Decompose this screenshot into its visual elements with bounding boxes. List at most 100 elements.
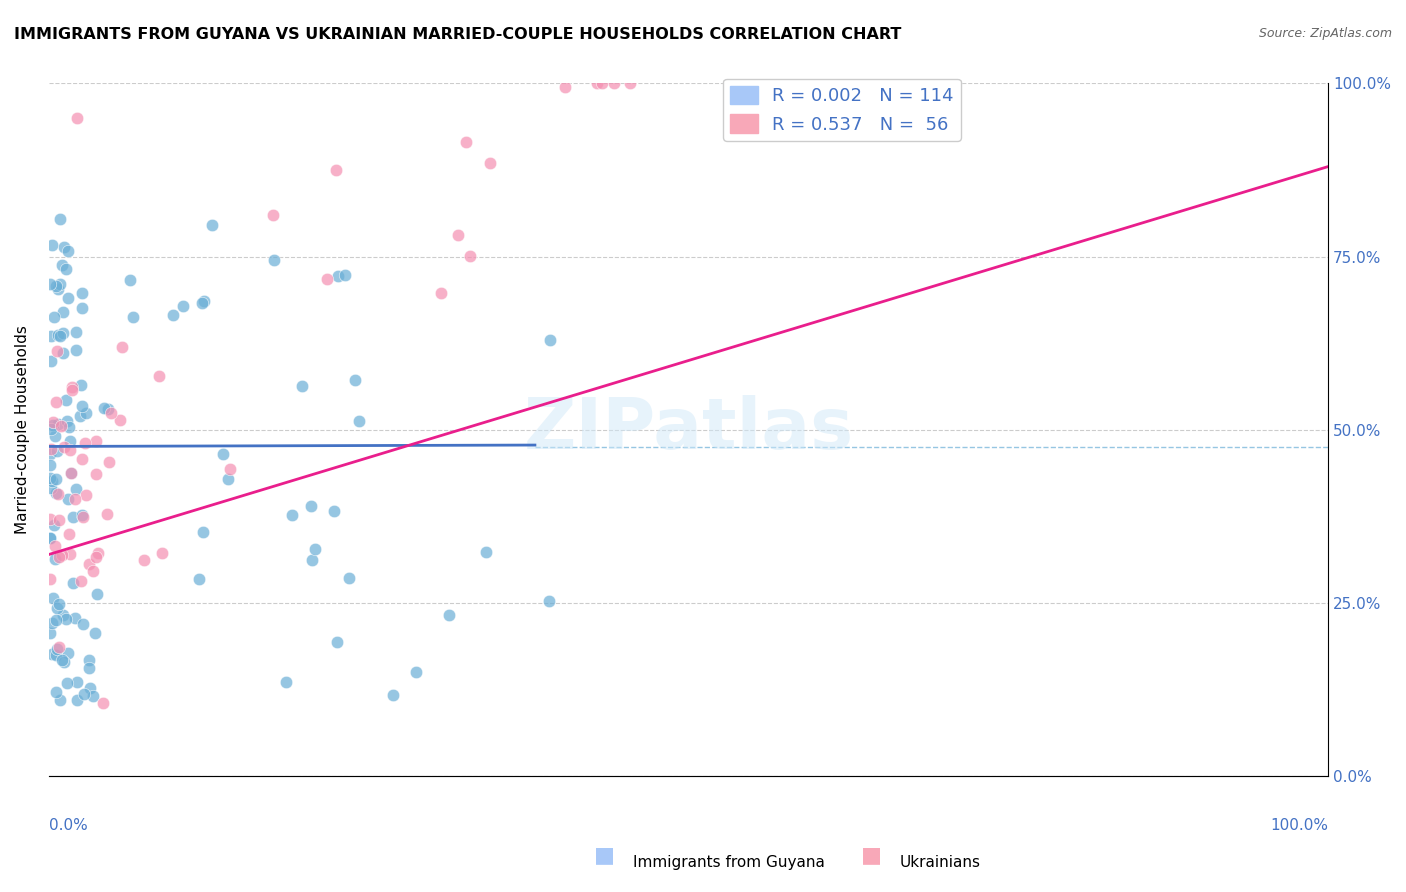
Text: 100.0%: 100.0% bbox=[1270, 818, 1329, 833]
Immigrants from Guyana bbox=[79, 653, 101, 667]
Immigrants from Guyana bbox=[72, 399, 94, 413]
Immigrants from Guyana bbox=[79, 681, 101, 696]
Ukrainians bbox=[603, 77, 626, 91]
Immigrants from Guyana bbox=[52, 346, 75, 360]
Immigrants from Guyana bbox=[45, 613, 67, 627]
Immigrants from Guyana bbox=[55, 262, 77, 277]
Ukrainians bbox=[478, 156, 501, 170]
Immigrants from Guyana bbox=[281, 508, 304, 523]
Immigrants from Guyana bbox=[58, 419, 80, 434]
Immigrants from Guyana bbox=[66, 674, 89, 689]
Ukrainians bbox=[82, 564, 104, 578]
Ukrainians bbox=[49, 419, 72, 434]
Ukrainians bbox=[48, 513, 70, 527]
Ukrainians bbox=[48, 640, 70, 654]
Immigrants from Guyana bbox=[191, 524, 214, 539]
Immigrants from Guyana bbox=[39, 626, 62, 640]
Immigrants from Guyana bbox=[62, 575, 84, 590]
Immigrants from Guyana bbox=[39, 328, 62, 343]
Immigrants from Guyana bbox=[299, 499, 322, 513]
Ukrainians bbox=[554, 79, 576, 94]
Ukrainians bbox=[52, 440, 75, 454]
Immigrants from Guyana bbox=[39, 531, 62, 545]
Immigrants from Guyana bbox=[187, 572, 209, 586]
Immigrants from Guyana bbox=[46, 601, 69, 615]
Immigrants from Guyana bbox=[66, 692, 89, 706]
Ukrainians bbox=[63, 491, 86, 506]
Immigrants from Guyana bbox=[93, 401, 115, 416]
Immigrants from Guyana bbox=[65, 610, 87, 624]
Text: Immigrants from Guyana: Immigrants from Guyana bbox=[633, 855, 824, 870]
Ukrainians bbox=[72, 510, 94, 524]
Immigrants from Guyana bbox=[333, 268, 356, 283]
Text: Ukrainians: Ukrainians bbox=[900, 855, 981, 870]
Ukrainians bbox=[454, 135, 477, 149]
Ukrainians bbox=[100, 406, 122, 420]
Ukrainians bbox=[60, 383, 83, 397]
Ukrainians bbox=[585, 77, 607, 91]
Immigrants from Guyana bbox=[217, 471, 239, 485]
Immigrants from Guyana bbox=[347, 414, 370, 428]
Immigrants from Guyana bbox=[39, 354, 62, 368]
Immigrants from Guyana bbox=[52, 326, 75, 340]
Ukrainians bbox=[315, 271, 337, 285]
Immigrants from Guyana bbox=[52, 655, 75, 669]
Ukrainians bbox=[46, 487, 69, 501]
Immigrants from Guyana bbox=[41, 238, 63, 252]
Legend: R = 0.002   N = 114, R = 0.537   N =  56: R = 0.002 N = 114, R = 0.537 N = 56 bbox=[723, 78, 960, 141]
Immigrants from Guyana bbox=[45, 648, 67, 662]
Ukrainians bbox=[46, 343, 69, 358]
Immigrants from Guyana bbox=[51, 653, 73, 667]
Immigrants from Guyana bbox=[86, 587, 108, 601]
Immigrants from Guyana bbox=[42, 591, 65, 605]
Immigrants from Guyana bbox=[41, 616, 63, 631]
Ukrainians bbox=[591, 77, 613, 91]
Ukrainians bbox=[458, 249, 481, 263]
Immigrants from Guyana bbox=[72, 617, 94, 632]
Immigrants from Guyana bbox=[405, 665, 427, 680]
Immigrants from Guyana bbox=[48, 329, 70, 343]
Immigrants from Guyana bbox=[46, 444, 69, 458]
Ukrainians bbox=[39, 572, 62, 586]
Immigrants from Guyana bbox=[343, 373, 366, 387]
Immigrants from Guyana bbox=[291, 378, 314, 392]
Immigrants from Guyana bbox=[162, 309, 184, 323]
Ukrainians bbox=[45, 394, 67, 409]
Ukrainians bbox=[152, 546, 174, 560]
Ukrainians bbox=[66, 111, 89, 125]
Immigrants from Guyana bbox=[39, 532, 62, 546]
Immigrants from Guyana bbox=[201, 218, 224, 232]
Immigrants from Guyana bbox=[70, 508, 93, 522]
Ukrainians bbox=[75, 436, 97, 450]
Immigrants from Guyana bbox=[382, 688, 405, 702]
Immigrants from Guyana bbox=[75, 406, 97, 420]
Immigrants from Guyana bbox=[49, 692, 72, 706]
Immigrants from Guyana bbox=[59, 434, 82, 448]
Immigrants from Guyana bbox=[56, 244, 79, 259]
Immigrants from Guyana bbox=[56, 491, 79, 506]
Ukrainians bbox=[58, 526, 80, 541]
Immigrants from Guyana bbox=[56, 292, 79, 306]
Ukrainians bbox=[48, 550, 70, 565]
Immigrants from Guyana bbox=[323, 504, 346, 518]
Immigrants from Guyana bbox=[51, 258, 73, 272]
Immigrants from Guyana bbox=[45, 486, 67, 500]
Immigrants from Guyana bbox=[172, 299, 194, 313]
Immigrants from Guyana bbox=[538, 333, 561, 347]
Ukrainians bbox=[72, 452, 94, 467]
Ukrainians bbox=[148, 368, 170, 383]
Immigrants from Guyana bbox=[39, 458, 62, 473]
Immigrants from Guyana bbox=[45, 278, 67, 293]
Ukrainians bbox=[86, 434, 108, 449]
Text: ZIPatlas: ZIPatlas bbox=[523, 395, 853, 465]
Immigrants from Guyana bbox=[48, 212, 70, 227]
Immigrants from Guyana bbox=[328, 268, 350, 283]
Immigrants from Guyana bbox=[77, 661, 100, 675]
Immigrants from Guyana bbox=[263, 253, 285, 268]
Ukrainians bbox=[108, 413, 131, 427]
Immigrants from Guyana bbox=[41, 474, 63, 488]
Ukrainians bbox=[39, 442, 62, 457]
Immigrants from Guyana bbox=[44, 310, 66, 325]
Immigrants from Guyana bbox=[39, 422, 62, 436]
Ukrainians bbox=[79, 557, 101, 571]
